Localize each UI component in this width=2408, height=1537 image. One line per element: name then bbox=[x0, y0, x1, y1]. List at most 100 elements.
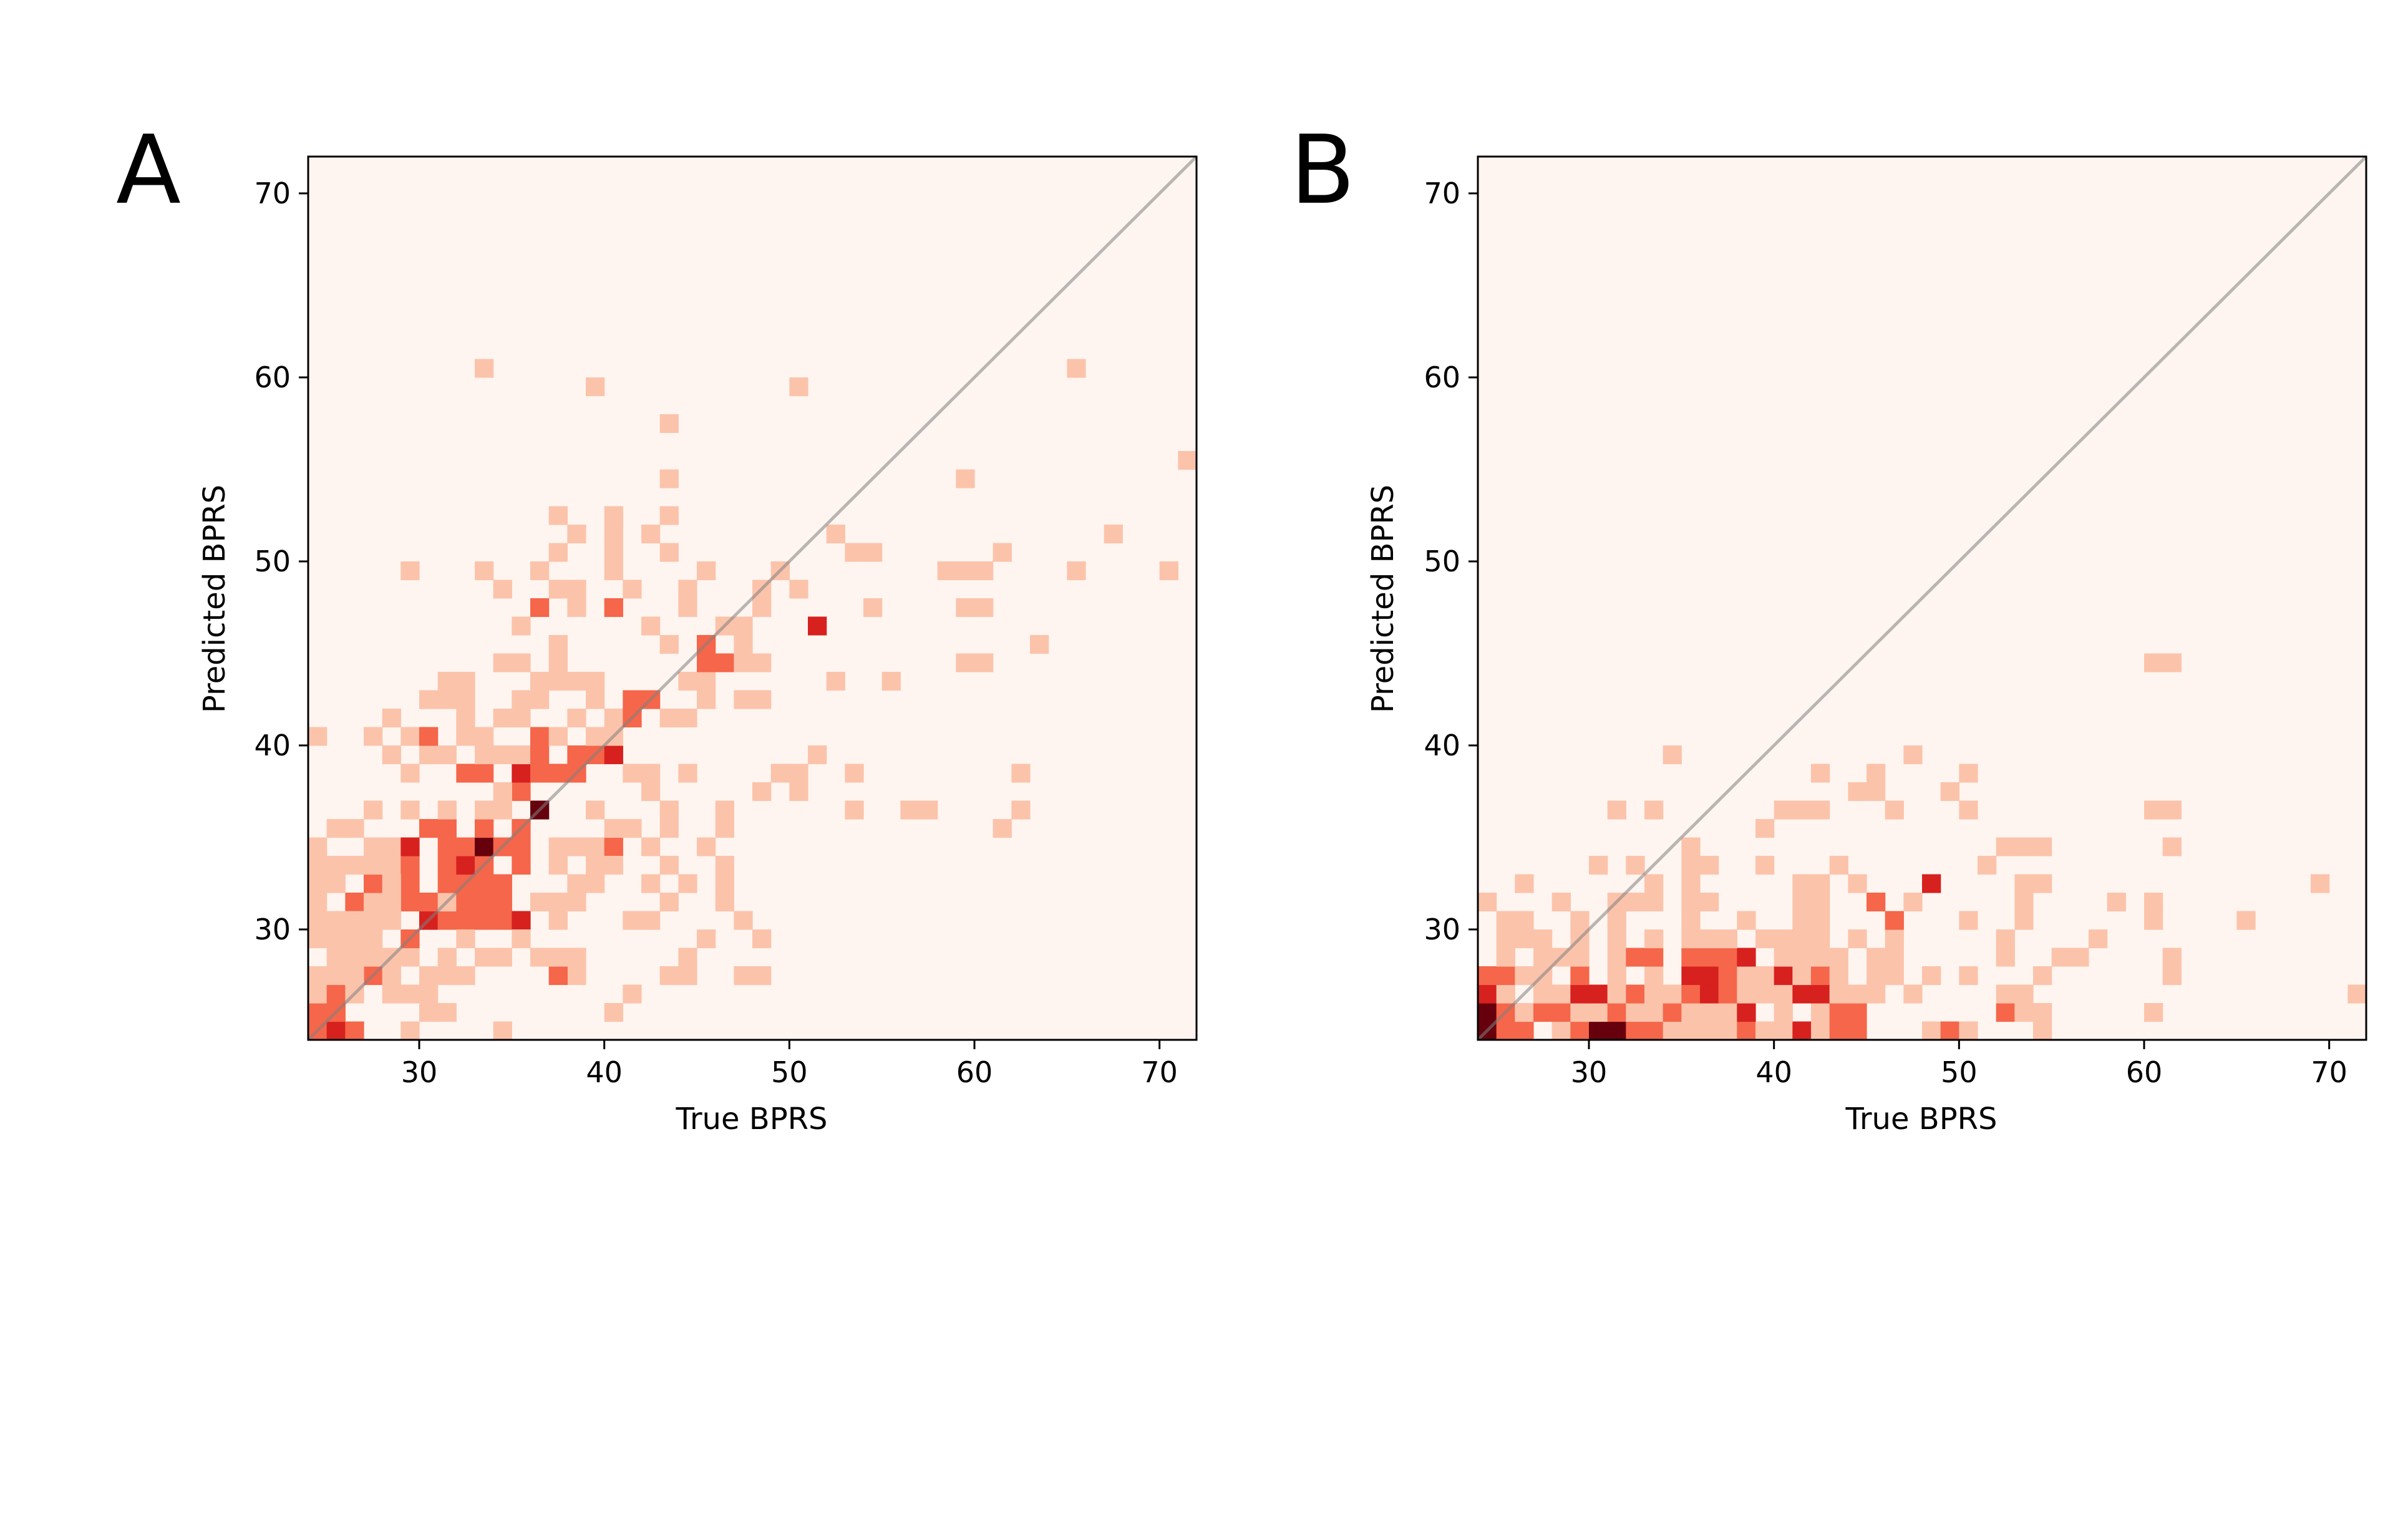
heatmap-cell bbox=[456, 966, 475, 986]
heatmap-cell bbox=[401, 727, 420, 746]
heatmap-cell bbox=[604, 837, 623, 856]
heatmap-cell bbox=[326, 856, 346, 875]
heatmap-cell bbox=[1848, 1003, 1867, 1022]
heatmap-cell bbox=[364, 727, 383, 746]
heatmap-cell bbox=[530, 745, 550, 765]
heatmap-cell bbox=[659, 709, 679, 728]
heatmap-cell bbox=[419, 1003, 439, 1022]
heatmap-cell bbox=[2144, 893, 2163, 912]
plot-frame-b bbox=[1477, 155, 2367, 1041]
heatmap-cell bbox=[697, 690, 716, 709]
heatmap-cell bbox=[345, 948, 364, 967]
x-tick-label-a: 50 bbox=[771, 1055, 808, 1089]
heatmap-cell bbox=[1755, 984, 1775, 1004]
heatmap-cell bbox=[1681, 893, 1701, 912]
heatmap-cell bbox=[364, 837, 383, 856]
heatmap-cell bbox=[512, 690, 531, 709]
heatmap-cell bbox=[1922, 1021, 1941, 1040]
heatmap-cell bbox=[586, 690, 605, 709]
heatmap-cell bbox=[586, 672, 605, 691]
y-tick-label-b: 60 bbox=[1424, 361, 1460, 394]
heatmap-cell bbox=[1829, 966, 1848, 986]
heatmap-cell bbox=[1700, 929, 1719, 949]
heatmap-cell bbox=[1570, 966, 1590, 986]
heatmap-cell bbox=[475, 874, 494, 893]
heatmap-cells-a bbox=[308, 359, 1197, 1040]
y-tick-label-a: 70 bbox=[254, 177, 291, 210]
heatmap-cell bbox=[493, 893, 512, 912]
heatmap-cell bbox=[493, 579, 512, 599]
heatmap-cell bbox=[604, 709, 623, 728]
heatmap-cell bbox=[678, 874, 697, 893]
heatmap-cell bbox=[1626, 984, 1645, 1004]
heatmap-cell bbox=[1681, 966, 1701, 986]
heatmap-cell bbox=[1533, 984, 1553, 1004]
heatmap-cell bbox=[1011, 800, 1031, 820]
heatmap-cell bbox=[845, 764, 864, 783]
y-tick-label-a: 30 bbox=[254, 913, 291, 946]
heatmap-cell bbox=[2144, 800, 2163, 820]
heatmap-cell bbox=[1533, 948, 1553, 967]
heatmap-cell bbox=[604, 1003, 623, 1022]
heatmap-cell bbox=[641, 911, 661, 930]
heatmap-cell bbox=[752, 782, 772, 802]
heatmap-cell bbox=[548, 764, 568, 783]
panel-a: A True BPRS Predicted BPRS 30 40 50 60 70 30 4… bbox=[116, 115, 1198, 1137]
heatmap-cell bbox=[1644, 1021, 1664, 1040]
heatmap-cell bbox=[1551, 1021, 1571, 1040]
heatmap-cell bbox=[586, 837, 605, 856]
heatmap-cell bbox=[1011, 764, 1031, 783]
heatmap-cell bbox=[2089, 929, 2108, 949]
heatmap-cell bbox=[326, 819, 346, 838]
heatmap-cell bbox=[567, 672, 586, 691]
heatmap-cell bbox=[845, 543, 864, 562]
heatmap-cell bbox=[678, 764, 697, 783]
heatmap-cell bbox=[437, 800, 457, 820]
heatmap-cell bbox=[475, 727, 494, 746]
heatmap-cell bbox=[678, 966, 697, 986]
heatmap-cell bbox=[734, 911, 753, 930]
heatmap-cell bbox=[1774, 1003, 1793, 1022]
heatmap-cell bbox=[1755, 819, 1775, 838]
x-tick-label-a: 60 bbox=[956, 1055, 993, 1089]
heatmap-cell bbox=[475, 800, 494, 820]
heatmap-cell bbox=[2033, 1021, 2052, 1040]
heatmap-cell bbox=[1700, 966, 1719, 986]
heatmap-cell bbox=[715, 819, 734, 838]
heatmap-cell bbox=[734, 653, 753, 672]
heatmap-cell bbox=[1940, 782, 1959, 802]
x-axis-label-b: True BPRS bbox=[1845, 1102, 1998, 1137]
heatmap-cell bbox=[808, 745, 827, 765]
heatmap-cell bbox=[1811, 874, 1830, 893]
heatmap-cell bbox=[345, 911, 364, 930]
heatmap-cell bbox=[863, 543, 883, 562]
heatmap-cell bbox=[2144, 911, 2163, 930]
heatmap-cell bbox=[1811, 966, 1830, 986]
heatmap-cell bbox=[1681, 1021, 1701, 1040]
heatmap-cell bbox=[548, 579, 568, 599]
heatmap-cell bbox=[1478, 1003, 1497, 1022]
heatmap-cell bbox=[530, 893, 550, 912]
heatmap-cell bbox=[1774, 929, 1793, 949]
heatmap-cell bbox=[734, 635, 753, 654]
heatmap-cell bbox=[789, 764, 808, 783]
heatmap-cell bbox=[1644, 984, 1664, 1004]
heatmap-cell bbox=[2014, 984, 2034, 1004]
heatmap-cell bbox=[475, 764, 494, 783]
heatmap-cell bbox=[715, 893, 734, 912]
heatmap-cell bbox=[1922, 966, 1941, 986]
heatmap-cell bbox=[697, 672, 716, 691]
heatmap-cell bbox=[604, 525, 623, 544]
heatmap-cell bbox=[437, 966, 457, 986]
heatmap-cell bbox=[548, 543, 568, 562]
heatmap-cell bbox=[1700, 1021, 1719, 1040]
y-tick-label-a: 60 bbox=[254, 361, 291, 394]
heatmap-cell bbox=[1737, 966, 1756, 986]
heatmap-cell bbox=[1663, 1003, 1682, 1022]
heatmap-cell bbox=[530, 764, 550, 783]
heatmap-cell bbox=[789, 782, 808, 802]
heatmap-cell bbox=[1533, 1003, 1553, 1022]
x-axis-label-a: True BPRS bbox=[676, 1102, 828, 1137]
heatmap-cell bbox=[2107, 893, 2126, 912]
